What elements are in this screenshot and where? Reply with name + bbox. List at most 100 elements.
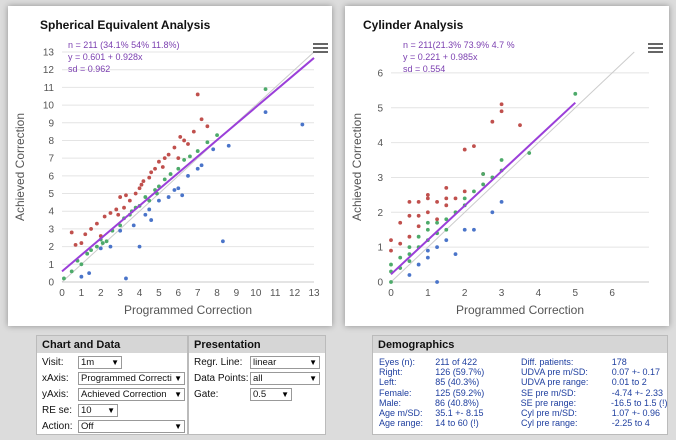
regression-line xyxy=(390,101,576,276)
y-tick-label: 8 xyxy=(48,136,54,147)
x-tick-label: 12 xyxy=(289,288,301,299)
yaxis-select[interactable]: Achieved Correction ▼ xyxy=(78,387,185,401)
demographics-value: -2.25 to 4 xyxy=(611,418,650,429)
data-point xyxy=(186,142,190,146)
visit-select[interactable]: 1m ▼ xyxy=(78,355,122,369)
data-point xyxy=(157,159,161,164)
data-point xyxy=(462,196,467,201)
x-tick-label: 0 xyxy=(388,288,394,299)
dropdown-arrow-icon: ▼ xyxy=(309,373,317,383)
data-point xyxy=(195,149,200,153)
gate-select[interactable]: 0.5 ▼ xyxy=(250,387,292,401)
x-tick-label: 6 xyxy=(609,288,615,299)
xaxis-select[interactable]: Programmed Correction▼ xyxy=(78,371,185,385)
data-point xyxy=(444,217,449,222)
demographics-value: 14 to 60 (!) xyxy=(435,418,479,429)
y-axis-title: Achieved Correction xyxy=(350,113,364,221)
x-tick-label: 4 xyxy=(536,288,542,299)
demographics-label: Right: xyxy=(379,367,403,378)
data-point xyxy=(118,223,123,228)
action-row: Action: Off ▼ xyxy=(42,419,185,433)
hamburger-menu-icon[interactable] xyxy=(313,43,328,54)
data-point xyxy=(398,220,403,225)
dropdown-arrow-icon: ▼ xyxy=(281,389,289,399)
data-point xyxy=(425,210,430,215)
demographics-label: SE pre range: xyxy=(520,397,577,408)
data-point xyxy=(472,144,476,148)
data-point xyxy=(215,133,219,138)
data-point xyxy=(131,223,136,228)
data-point xyxy=(79,262,84,267)
data-point xyxy=(490,119,495,124)
data-point xyxy=(499,199,504,204)
action-select[interactable]: Off ▼ xyxy=(78,419,185,433)
data-point xyxy=(178,135,183,139)
demographics-value: -4.74 +- 2.33 xyxy=(611,387,663,398)
data-point xyxy=(435,220,439,225)
data-point xyxy=(147,175,152,180)
data-point xyxy=(188,154,192,159)
regr-line-select[interactable]: linear ▼ xyxy=(250,355,320,369)
xaxis-label: xAxis: xyxy=(42,372,69,384)
x-tick-label: 5 xyxy=(573,288,579,299)
demographics-label: Female: xyxy=(379,387,412,398)
dropdown-arrow-icon: ▼ xyxy=(309,357,317,367)
stats-annotation: n = 211 (34.1% 54% 11.8%) xyxy=(68,40,180,50)
data-point xyxy=(226,143,231,148)
data-point xyxy=(147,198,152,203)
data-point xyxy=(85,251,90,256)
cylinder-chart: 0 1 2 3 4 5 6 0 1 2 3 4 5 6 Programmed Correction Achie… xyxy=(350,40,649,317)
data-point xyxy=(166,195,171,199)
data-point xyxy=(127,198,132,203)
data-point xyxy=(124,193,128,198)
data-point xyxy=(172,145,177,150)
y-tick-label: 3 xyxy=(377,173,383,184)
dropdown-arrow-icon: ▼ xyxy=(174,421,182,431)
data-point xyxy=(102,214,107,219)
data-point xyxy=(114,207,119,212)
demographics-label: Male: xyxy=(379,397,402,408)
data-point xyxy=(108,211,113,215)
data-points-select[interactable]: all ▼ xyxy=(250,371,320,385)
demographics-label: Cyl pre m/SD: xyxy=(521,407,578,418)
demographics-value: 178 xyxy=(611,357,627,367)
demographics-row: Age range: 14 to 60 (!) Cyl pre range: -2.2… xyxy=(379,418,663,428)
data-point xyxy=(98,246,103,251)
data-point xyxy=(472,189,476,194)
data-point xyxy=(100,241,105,245)
data-point xyxy=(389,280,393,284)
hamburger-menu-icon[interactable] xyxy=(648,43,663,54)
data-point xyxy=(407,245,412,250)
x-tick-label: 8 xyxy=(214,288,220,299)
dropdown-arrow-icon: ▼ xyxy=(107,405,115,415)
re-se-select[interactable]: 10 ▼ xyxy=(78,403,118,417)
action-label: Action: xyxy=(42,420,73,432)
demographics-label: UDVA pre range: xyxy=(521,377,589,388)
data-point xyxy=(263,87,268,92)
data-point xyxy=(149,170,154,175)
demographics-label: Left: xyxy=(379,377,397,388)
chart-and-data-box: Chart and Data Visit: 1m ▼ xAxis: Program… xyxy=(36,335,188,435)
data-point xyxy=(147,207,152,212)
data-point xyxy=(108,244,113,249)
data-point xyxy=(499,109,504,114)
data-point xyxy=(416,262,421,267)
demographics-row: Left: 85 (40.3%) UDVA pre range: 0.01 to 2 xyxy=(379,377,663,387)
data-point xyxy=(407,213,412,218)
stats-annotation: sd = 0.962 xyxy=(68,64,110,74)
data-point xyxy=(83,232,88,237)
chart-and-data-heading: Chart and Data xyxy=(37,336,187,353)
data-point xyxy=(176,186,181,191)
data-point xyxy=(176,166,181,171)
demographics-row: Female: 125 (59.2%) SE pre m/SD: -4.74 +- 2… xyxy=(379,388,663,398)
data-point xyxy=(425,196,430,201)
y-tick-label: 4 xyxy=(48,207,54,218)
data-point xyxy=(453,252,458,257)
data-point xyxy=(118,228,123,233)
y-tick-label: 5 xyxy=(48,189,54,200)
y-tick-label: 0 xyxy=(377,278,383,289)
x-tick-label: 0 xyxy=(59,288,65,299)
dropdown-arrow-icon: ▼ xyxy=(174,389,182,399)
data-points-row: Data Points: all ▼ xyxy=(194,371,320,385)
data-point xyxy=(453,196,458,201)
